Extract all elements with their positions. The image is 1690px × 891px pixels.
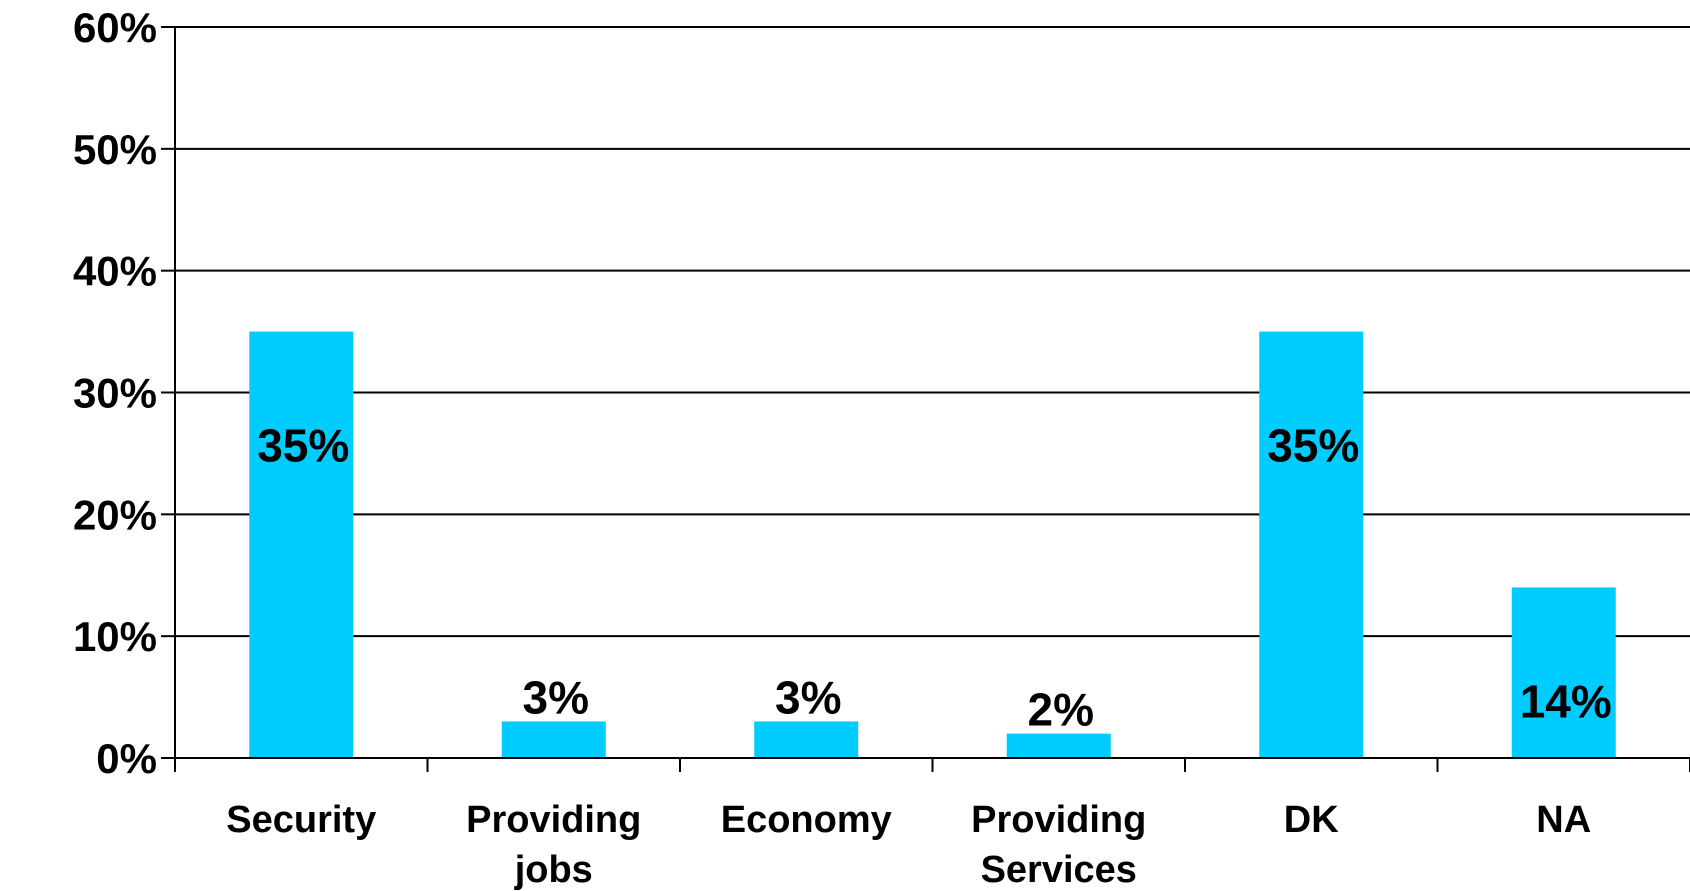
y-tick-label: 40% <box>73 248 157 295</box>
gridlines <box>175 26 1690 638</box>
x-category-label: Economy <box>721 799 892 841</box>
bar <box>1006 733 1111 758</box>
data-label: 35% <box>1267 420 1359 472</box>
x-category-label: Providing Services <box>971 799 1146 891</box>
x-category-label: NA <box>1536 799 1591 841</box>
bar <box>1259 331 1364 758</box>
x-category-label: DK <box>1284 799 1339 841</box>
x-axis-category-labels: Security Providing jobs Economy Providing Ser… <box>226 799 1591 891</box>
y-tick-label: 20% <box>73 491 157 538</box>
bar <box>754 721 859 758</box>
y-axis-tick-labels: 0% 10% 20% 30% 40% 50% 60% <box>73 4 157 782</box>
data-label: 3% <box>775 671 841 723</box>
data-label: 35% <box>257 420 349 472</box>
bars <box>249 331 1616 758</box>
x-category-label: Security <box>226 799 376 841</box>
data-labels: 35% 3% 3% 2% 35% 14% <box>257 420 1612 736</box>
y-tick-label: 10% <box>73 613 157 660</box>
y-tick-label: 0% <box>96 735 157 782</box>
data-label: 3% <box>523 671 589 723</box>
data-label: 2% <box>1028 684 1094 736</box>
bar <box>501 721 606 758</box>
y-tick-label: 50% <box>73 126 157 173</box>
data-label: 14% <box>1520 675 1612 727</box>
y-tick-label: 30% <box>73 370 157 417</box>
x-category-label: Providing jobs <box>466 799 641 891</box>
axes <box>161 26 1690 772</box>
y-tick-label: 60% <box>73 4 157 51</box>
bar <box>249 331 354 758</box>
bar <box>1511 587 1616 758</box>
